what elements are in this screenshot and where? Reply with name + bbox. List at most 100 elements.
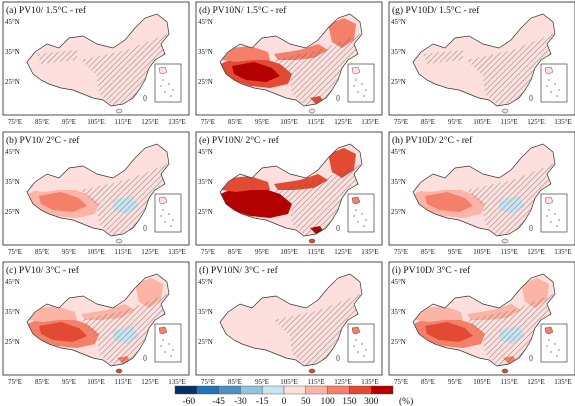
lon-tick-label: 115°E	[307, 378, 324, 386]
lon-tick-label: 125°E	[527, 378, 545, 386]
inset-frame	[154, 323, 182, 363]
inset-island-dot	[355, 339, 357, 341]
lon-tick-label: 105°E	[280, 378, 298, 386]
south-china-sea-inset	[347, 323, 375, 363]
lat-tick-label: 45°N	[5, 278, 20, 286]
inset-frame	[154, 63, 182, 103]
lon-tick-label: 95°E	[62, 118, 76, 126]
map-panel-h: 45°N 35°N 25°N (h) PV10D/ 2°C - ref 75°E 85°E…	[388, 131, 575, 256]
hainan-island	[115, 368, 123, 374]
lat-tick-label: 25°N	[5, 78, 20, 86]
lon-tick-label: 135°E	[168, 118, 186, 126]
colorbar-swatch	[240, 385, 263, 395]
inset-island-dot	[550, 91, 552, 93]
lon-tick-label: 115°E	[500, 118, 517, 126]
panel-title: (c) PV10/ 3°C - ref	[6, 265, 80, 276]
lon-tick-label: 105°E	[87, 378, 105, 386]
change-area	[425, 322, 473, 342]
hatch-nonsignificant	[423, 50, 463, 64]
hainan-island	[115, 108, 123, 114]
inset-island-dot	[361, 343, 363, 345]
colorbar-swatch	[196, 385, 219, 395]
lon-tick-label: 125°E	[334, 248, 352, 256]
hainan-island	[501, 238, 509, 244]
panel-title: (f) PV10N/ 3°C - ref	[199, 265, 279, 276]
hainan-island	[308, 238, 316, 244]
inset-coast	[544, 66, 554, 75]
map-panel-b: 45°N 35°N 25°N (b) PV10/ 2°C - ref 75°E 85°E 9…	[2, 131, 190, 256]
china-outline	[26, 273, 170, 367]
inset-island-dot	[164, 221, 166, 223]
colorbar-swatch	[218, 385, 241, 395]
inset-island-dot	[353, 85, 355, 87]
lon-tick-label: 135°E	[361, 378, 379, 386]
colorbar-label: -30	[234, 397, 247, 406]
china-outline	[26, 13, 170, 107]
south-china-sea-inset	[540, 63, 568, 103]
inset-island-dot	[353, 215, 355, 217]
lon-tick-label: 125°E	[141, 118, 159, 126]
panel-title: (b) PV10/ 2°C - ref	[6, 135, 80, 146]
lon-tick-label: 135°E	[168, 248, 186, 256]
lon-tick-label: 115°E	[500, 248, 517, 256]
hatch-nonsignificant	[467, 34, 555, 106]
lon-tick-label: 95°E	[62, 248, 76, 256]
lon-tick-label: 75°E	[394, 248, 408, 256]
inset-island-dot	[554, 343, 556, 345]
map-fill-areas	[27, 34, 169, 106]
lon-tick-label: 75°E	[394, 378, 408, 386]
panel-title: (d) PV10N/ 1.5°C - ref	[199, 5, 287, 16]
change-area	[222, 46, 270, 62]
inset-island-dot	[558, 219, 560, 221]
inset-island-dot	[548, 209, 550, 211]
lon-tick-label: 135°E	[168, 378, 186, 386]
inset-island-dot	[556, 355, 558, 357]
lon-tick-label: 75°E	[8, 118, 22, 126]
lat-tick-label: 25°N	[391, 208, 406, 216]
hatch-nonsignificant	[81, 164, 169, 236]
hainan-island	[308, 368, 316, 374]
inset-frame	[540, 63, 568, 103]
lon-tick-label: 135°E	[554, 248, 572, 256]
colorbar-label: 50	[301, 397, 311, 406]
lat-tick-label: 35°N	[5, 308, 20, 316]
china-map	[219, 13, 363, 114]
colorbar-swatch	[371, 385, 394, 395]
inset-island-dot	[546, 215, 548, 217]
lon-tick-label: 105°E	[280, 118, 298, 126]
taiwan-island	[143, 94, 147, 102]
lat-tick-label: 25°N	[391, 338, 406, 346]
map-fill-areas	[220, 148, 362, 236]
map-fill-areas	[413, 148, 555, 236]
lon-tick-label: 75°E	[201, 118, 215, 126]
inset-island-dot	[160, 345, 162, 347]
inset-island-dot	[365, 349, 367, 351]
lat-tick-label: 25°N	[5, 208, 20, 216]
map-panel-i: 45°N 35°N 25°N (i) PV10D/ 3°C - ref 75°E 85°E…	[388, 261, 575, 386]
lon-tick-label: 85°E	[35, 248, 49, 256]
inset-island-dot	[357, 91, 359, 93]
taiwan-island	[336, 354, 340, 362]
lat-tick-label: 45°N	[5, 148, 20, 156]
lon-tick-label: 85°E	[35, 118, 49, 126]
colorbar-unit: (%)	[399, 396, 413, 406]
lat-tick-label: 25°N	[198, 338, 213, 346]
inset-island-dot	[363, 355, 365, 357]
colorbar-label: -60	[182, 397, 195, 406]
lon-tick-label: 125°E	[334, 378, 352, 386]
inset-frame	[347, 63, 375, 103]
inset-frame	[347, 193, 375, 233]
map-panel-e: 45°N 35°N 25°N (e) PV10N/ 2°C - ref 75°E 85°E…	[195, 131, 383, 256]
inset-island-dot	[172, 89, 174, 91]
inset-frame	[540, 193, 568, 233]
lon-tick-label: 75°E	[8, 248, 22, 256]
hatch-nonsignificant	[81, 294, 169, 366]
map-panel-a: 45°N 35°N 25°N (a) PV10/ 1.5°C - ref 75°E 85°…	[2, 1, 190, 126]
lat-tick-label: 25°N	[391, 78, 406, 86]
inset-island-dot	[162, 209, 164, 211]
lon-tick-label: 95°E	[448, 248, 462, 256]
hainan-island	[308, 108, 316, 114]
hatch-nonsignificant	[467, 294, 555, 366]
taiwan-island	[529, 94, 533, 102]
change-area	[415, 176, 463, 192]
